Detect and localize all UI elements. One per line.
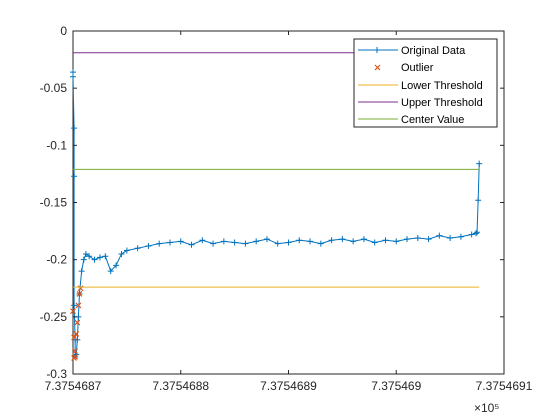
x-tick-label: 7.375469 [371, 379, 421, 393]
data-point-original-data [475, 197, 482, 204]
legend-label-upper-threshold: Upper Threshold [401, 97, 483, 109]
y-tick-label: -0.25 [40, 310, 68, 324]
data-point-original-data [188, 241, 195, 248]
data-point-original-data [285, 239, 292, 246]
data-point-original-data [274, 240, 281, 247]
legend-item-lower-threshold: Lower Threshold [358, 80, 483, 92]
data-point-original-data [371, 239, 378, 246]
data-point-outlier [76, 291, 83, 297]
y-tick-label: 0 [60, 24, 67, 38]
data-point-original-data [91, 256, 98, 263]
data-point-original-data [317, 240, 324, 247]
data-point-outlier [71, 334, 78, 341]
data-point-original-data [71, 125, 78, 132]
axis-ticks: 7.3754687 7.3754688 7.3754689 7.375469 7.375… [40, 24, 533, 393]
data-point-outlier [75, 302, 82, 309]
data-point-original-data [404, 236, 411, 243]
legend-marker-original-data [374, 47, 380, 53]
data-point-original-data [78, 268, 85, 275]
legend-label-center-value: Center Value [401, 114, 464, 126]
data-point-original-data [70, 73, 76, 80]
data-point-original-data [436, 232, 443, 239]
data-point-outlier [72, 348, 79, 355]
data-point-outlier [73, 331, 80, 337]
data-point-original-data [134, 245, 141, 252]
data-point-outlier [77, 285, 84, 292]
legend-label-original-data: Original Data [401, 45, 466, 57]
data-point-original-data [177, 238, 184, 245]
data-point-original-data [360, 236, 367, 243]
data-point-original-data [242, 240, 249, 247]
data-point-original-data [263, 236, 270, 243]
data-point-original-data [447, 234, 454, 241]
data-point-original-data [80, 256, 87, 263]
x-exponent-label: ×10⁵ [474, 401, 499, 415]
legend: Original Data Outlier Lower Threshold Up… [353, 38, 498, 128]
data-point-original-data [468, 231, 475, 238]
legend-item-original-data: Original Data [358, 45, 466, 57]
data-point-original-data [457, 233, 464, 240]
legend-item-upper-threshold: Upper Threshold [358, 97, 483, 109]
y-tick-label: -0.2 [46, 253, 67, 267]
data-point-original-data [382, 237, 389, 244]
data-point-outlier [72, 353, 79, 360]
data-point-original-data [199, 237, 206, 244]
data-point-original-data [296, 237, 303, 244]
data-point-original-data [328, 237, 335, 244]
data-point-original-data [210, 240, 217, 247]
data-point-original-data [339, 236, 346, 243]
legend-box [353, 38, 498, 128]
data-point-original-data [82, 250, 89, 257]
data-point-original-data [86, 253, 93, 260]
y-tick-label: -0.05 [40, 81, 68, 95]
x-tick-label: 7.3754689 [260, 379, 317, 393]
data-point-original-data [74, 336, 81, 343]
data-point-original-data [71, 302, 78, 309]
x-tick-label: 7.3754691 [476, 379, 533, 393]
data-point-original-data [113, 262, 120, 269]
y-tick-label: -0.1 [46, 138, 67, 152]
data-point-original-data [102, 253, 109, 260]
x-tick-label: 7.3754687 [45, 379, 102, 393]
data-point-original-data [350, 238, 357, 245]
y-tick-label: -0.3 [46, 367, 67, 381]
data-point-original-data [96, 254, 103, 261]
data-point-original-data [166, 239, 173, 246]
legend-marker-outlier [374, 64, 381, 71]
legend-item-outlier: Outlier [374, 62, 434, 74]
x-tick-label: 7.3754688 [152, 379, 209, 393]
data-point-original-data [474, 229, 481, 236]
data-point-original-data [472, 230, 479, 237]
data-point-outlier [74, 319, 81, 326]
data-point-original-data [156, 240, 163, 247]
data-point-original-data [118, 250, 125, 257]
data-point-original-data [220, 238, 227, 245]
data-point-original-data [145, 242, 152, 249]
legend-label-lower-threshold: Lower Threshold [401, 80, 483, 92]
data-point-original-data [307, 238, 314, 245]
data-point-original-data [425, 236, 432, 243]
y-tick-label: -0.15 [40, 196, 68, 210]
data-point-original-data [393, 238, 400, 245]
data-point-original-data [476, 160, 483, 167]
data-point-original-data [123, 247, 130, 254]
legend-item-center-value: Center Value [358, 114, 464, 126]
data-point-outlier [70, 308, 76, 315]
data-point-original-data [71, 173, 78, 180]
data-point-original-data [253, 238, 260, 245]
data-point-original-data [414, 234, 421, 241]
data-point-original-data [107, 268, 114, 275]
data-point-original-data [231, 239, 238, 246]
legend-label-outlier: Outlier [401, 62, 434, 74]
